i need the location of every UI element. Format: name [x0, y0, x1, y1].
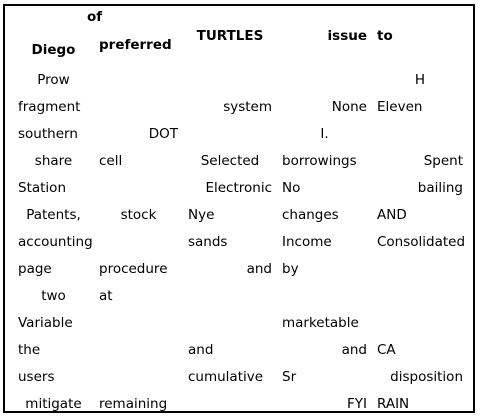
table-cell: the [18, 342, 41, 358]
table-cell [94, 229, 183, 256]
table-border [3, 4, 475, 413]
table-cell: and [341, 342, 367, 358]
column-header: issue [327, 28, 367, 44]
table-cell: Spent [423, 153, 463, 169]
table-cell: cell [99, 153, 123, 169]
table-cell [94, 67, 183, 94]
table-cell [372, 256, 468, 283]
table-cell: Patents, [26, 207, 81, 223]
table-cell: at [99, 288, 113, 304]
table-cell: Electronic [205, 180, 272, 196]
table-cell: disposition [390, 369, 463, 385]
column-header: to [377, 28, 393, 44]
table-row: two at [13, 283, 468, 310]
table-cell [277, 283, 372, 310]
table-cell [94, 337, 183, 364]
table-cell: bailing [417, 180, 463, 196]
table-cell: Sr [282, 369, 297, 385]
table-cell: Income [282, 234, 332, 250]
table-cell: FYI [347, 396, 367, 412]
column-header: of preferred [87, 9, 172, 53]
table-cell [183, 391, 277, 418]
table-cell [94, 364, 183, 391]
table-cell: AND [377, 207, 407, 223]
table-row: accounting sands Income Consolidated [13, 229, 468, 256]
table-cell: by [282, 261, 299, 277]
table-cell: share [34, 153, 73, 169]
table-cell: and [188, 342, 214, 358]
table-cell: remaining [99, 396, 168, 412]
table-cell [277, 67, 372, 94]
table-cell: mitigate [25, 396, 82, 412]
table-row: southern DOT I. [13, 121, 468, 148]
table-cell: Eleven [377, 99, 423, 115]
table-cell: cumulative [188, 369, 264, 385]
table-cell: accounting [18, 234, 93, 250]
table-cell: changes [282, 207, 339, 223]
table-cell: southern [18, 126, 78, 142]
table-cell [94, 94, 183, 121]
table-cell: Selected [200, 153, 260, 169]
table-row: mitigate remaining FYI RAIN [13, 391, 468, 418]
table-cell [183, 67, 277, 94]
table-cell: borrowings [282, 153, 357, 169]
table-cell: I. [320, 126, 329, 142]
table-cell: fragment [18, 99, 81, 115]
table-cell: Consolidated [377, 234, 466, 250]
table-row: the and and CA [13, 337, 468, 364]
table-cell: CA [377, 342, 396, 358]
table-cell [94, 175, 183, 202]
table-cell: two [41, 288, 66, 304]
table-row: users cumulative Sr disposition [13, 364, 468, 391]
table-cell: stock [120, 207, 157, 223]
header-row: Diego of preferred TURTLES issue to [13, 5, 468, 67]
table-cell [372, 283, 468, 310]
table-row: Station Electronic No bailing [13, 175, 468, 202]
table-cell: Prow [37, 72, 70, 88]
table-row: Variable marketable [13, 310, 468, 337]
table-cell: RAIN [377, 396, 410, 412]
table-cell: sands [188, 234, 228, 250]
table-row: page procedure and by [13, 256, 468, 283]
table-cell: users [18, 369, 55, 385]
table-row: share cell Selected borrowings Spent [13, 148, 468, 175]
table-cell [183, 283, 277, 310]
column-header: Diego [31, 42, 76, 58]
table-cell: DOT [148, 126, 178, 142]
table-cell: marketable [282, 315, 359, 331]
table-cell: None [331, 99, 367, 115]
table-cell: Variable [18, 315, 73, 331]
table-cell: and [246, 261, 272, 277]
table-row: Prow H [13, 67, 468, 94]
table-cell: page [18, 261, 52, 277]
table-cell [372, 121, 468, 148]
column-header: TURTLES [196, 28, 264, 44]
table-row: fragment system None Eleven [13, 94, 468, 121]
table-cell: system [223, 99, 272, 115]
table-cell: H [414, 72, 426, 88]
table-cell: No [282, 180, 301, 196]
table-cell: Nye [188, 207, 215, 223]
table-cell [372, 310, 468, 337]
table-cell [183, 310, 277, 337]
table-row: Patents, stock Nye changes AND [13, 202, 468, 229]
table-cell: Station [18, 180, 66, 196]
table-cell [94, 310, 183, 337]
table-cell [183, 121, 277, 148]
table-cell: procedure [99, 261, 168, 277]
